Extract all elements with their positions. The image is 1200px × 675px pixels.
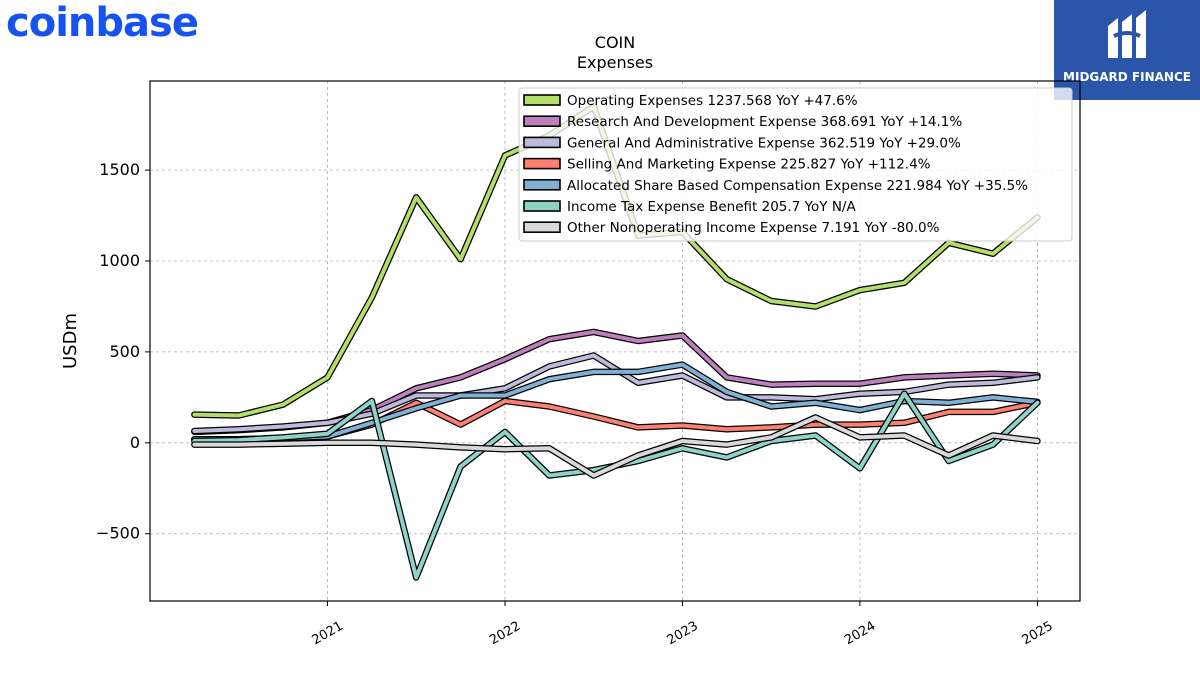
y-tick-label: 1500 — [99, 160, 140, 179]
y-ticks: −500 0 500 1000 1500 — [96, 160, 150, 543]
series-other-nonoperating-income-expense — [191, 414, 1041, 479]
legend: Operating Expenses 1237.568 YoY +47.6% Re… — [518, 87, 1073, 242]
x-tick-label: 2022 — [487, 619, 523, 649]
y-axis-label: USDm — [60, 313, 81, 369]
x-tick-label: 2024 — [842, 619, 878, 649]
series-layer — [191, 103, 1041, 581]
series-line — [192, 415, 1040, 478]
y-tick-label: 0 — [130, 433, 140, 452]
legend-swatch — [523, 157, 561, 170]
y-tick-label: 1000 — [99, 251, 140, 270]
plot-frame — [149, 80, 1081, 602]
legend-swatch — [523, 136, 561, 149]
legend-swatch — [523, 115, 561, 127]
legend-swatch — [523, 179, 561, 191]
midgard-emblem-icon — [1108, 10, 1146, 58]
legend-label: Other Nonoperating Income Expense 7.191 … — [567, 220, 940, 236]
coinbase-logo: coinbase — [6, 0, 199, 46]
chart-title: COIN — [595, 33, 635, 52]
legend-entry: Research And Development Expense 368.691… — [523, 114, 962, 130]
legend-entry: Selling And Marketing Expense 225.827 Yo… — [523, 157, 931, 173]
legend-swatch — [523, 200, 561, 212]
legend-box — [518, 87, 1073, 242]
y-tick-label: 500 — [109, 342, 140, 361]
legend-swatch — [523, 94, 561, 106]
legend-label: Operating Expenses 1237.568 YoY +47.6% — [567, 93, 858, 109]
legend-label: Selling And Marketing Expense 225.827 Yo… — [567, 157, 931, 173]
x-tick-label: 2025 — [1020, 619, 1056, 649]
legend-swatch — [523, 221, 561, 233]
legend-entry: Allocated Share Based Compensation Expen… — [523, 178, 1028, 194]
x-tick-label: 2021 — [310, 619, 346, 649]
legend-entry: Operating Expenses 1237.568 YoY +47.6% — [523, 93, 858, 109]
midgard-finance-logo: MIDGARD FINANCE — [1054, 0, 1200, 100]
legend-label: Research And Development Expense 368.691… — [567, 114, 962, 130]
midgard-finance-wordmark: MIDGARD FINANCE — [1063, 70, 1191, 84]
legend-label: Allocated Share Based Compensation Expen… — [567, 178, 1028, 194]
legend-label: General And Administrative Expense 362.5… — [567, 135, 961, 151]
x-ticks: 2021 2022 2023 2024 2025 — [310, 601, 1056, 648]
legend-entry: Income Tax Expense Benefit 205.7 YoY N/A — [523, 199, 856, 215]
legend-entry: General And Administrative Expense 362.5… — [523, 135, 961, 151]
chart-subtitle: Expenses — [577, 53, 653, 72]
y-tick-label: −500 — [96, 524, 140, 543]
legend-label: Income Tax Expense Benefit 205.7 YoY N/A — [567, 199, 856, 215]
x-tick-label: 2023 — [665, 619, 701, 649]
legend-entry: Other Nonoperating Income Expense 7.191 … — [523, 220, 940, 236]
